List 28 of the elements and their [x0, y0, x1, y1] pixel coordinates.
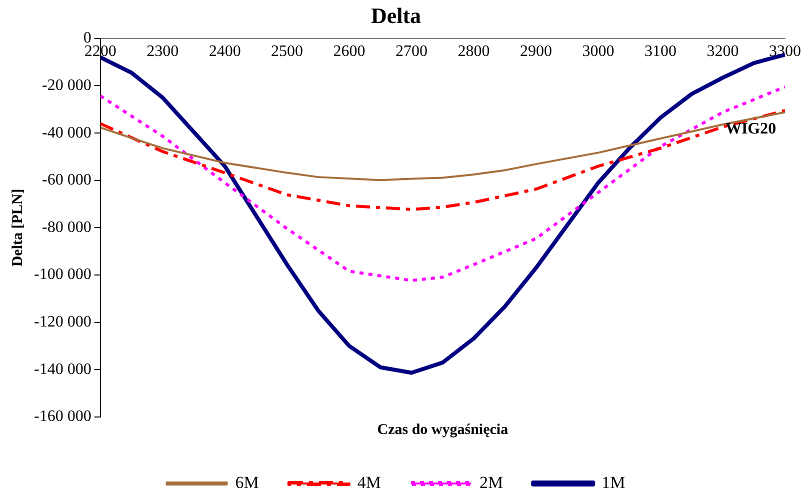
line-series: [100, 109, 785, 211]
x-tick-label: 3200: [706, 43, 739, 60]
x-tick-label: 2300: [146, 43, 179, 60]
x-tick-label: 3100: [644, 43, 677, 60]
legend-label: 1M: [602, 472, 626, 492]
annotation: WIG20: [725, 120, 776, 138]
x-tick-label: 3000: [582, 43, 614, 60]
y-tick-label: -120 000: [34, 314, 92, 331]
line-series: [100, 85, 785, 282]
y-tick-label: -20 000: [42, 76, 92, 94]
legend-label: 4M: [357, 472, 382, 492]
y-tick-label: -100 000: [34, 266, 92, 284]
x-tick-label: 2500: [271, 43, 304, 60]
x-tick-label: 2800: [458, 43, 490, 60]
x-tick-label: 2600: [333, 43, 366, 60]
x-tick-label: 2400: [208, 43, 241, 60]
y-tick-label: -40 000: [42, 124, 92, 142]
x-tick-label: 2900: [520, 43, 552, 60]
x-tick-label: 2700: [396, 43, 428, 60]
y-tick-label: -80 000: [42, 218, 92, 236]
legend-label: 2M: [480, 472, 504, 492]
y-tick-label: -60 000: [42, 172, 92, 189]
legend-label: 6M: [235, 472, 259, 492]
y-axis-title: Delta [PLN]: [10, 188, 26, 267]
y-tick-label: -160 000: [34, 408, 92, 426]
chart-title: Delta: [370, 2, 422, 28]
x-axis-title: Czas do wygaśnięcia: [377, 422, 509, 438]
y-tick-label: -140 000: [34, 360, 92, 378]
